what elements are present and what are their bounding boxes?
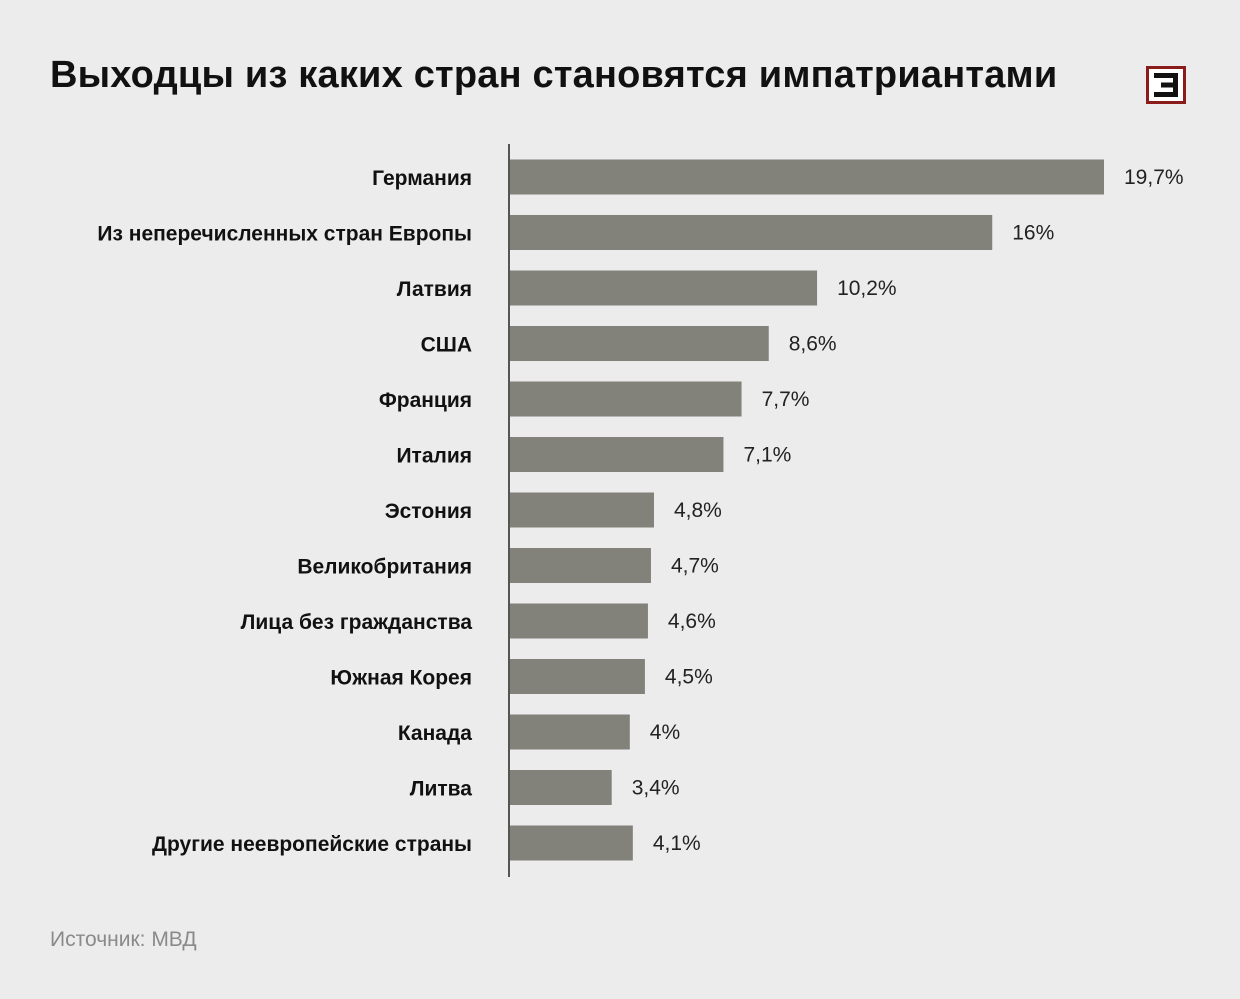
bar — [509, 714, 630, 750]
value-label: 4,5% — [665, 666, 713, 689]
category-label: Лица без гражданства — [241, 611, 473, 634]
value-label: 7,1% — [743, 444, 791, 467]
value-label: 3,4% — [632, 777, 680, 800]
value-label: 4,8% — [674, 499, 722, 522]
value-label: 4% — [650, 721, 680, 744]
bar — [509, 603, 648, 639]
bar — [509, 381, 742, 417]
bar — [509, 326, 769, 361]
category-label: США — [421, 334, 472, 357]
bar — [509, 548, 651, 583]
bar — [509, 215, 993, 250]
source-note: Источник: МВД — [50, 928, 197, 951]
category-label: Великобритания — [297, 556, 472, 579]
bar — [509, 825, 633, 861]
bar — [509, 437, 724, 472]
value-label: 4,1% — [653, 832, 701, 855]
value-label: 7,7% — [762, 388, 810, 411]
value-label: 8,6% — [789, 333, 837, 356]
value-label: 4,7% — [671, 555, 719, 578]
chart-title: Выходцы из каких стран становятся импатр… — [50, 54, 1058, 96]
category-label: Другие неевропейские страны — [152, 833, 472, 856]
category-label: Германия — [372, 167, 472, 190]
value-label: 10,2% — [837, 277, 897, 300]
value-label: 16% — [1012, 222, 1054, 245]
bar — [509, 159, 1104, 195]
category-label: Эстония — [385, 500, 472, 523]
bar — [509, 770, 612, 805]
value-label: 4,6% — [668, 610, 716, 633]
category-label: Латвия — [397, 278, 472, 301]
bar — [509, 659, 645, 694]
publisher-logo — [1146, 66, 1186, 104]
category-label: Франция — [379, 389, 472, 412]
category-label: Из неперечисленных стран Европы — [97, 223, 472, 246]
value-label: 19,7% — [1124, 166, 1184, 189]
category-label: Италия — [396, 445, 472, 468]
category-label: Южная Корея — [330, 667, 472, 690]
category-label: Литва — [410, 778, 473, 801]
bar — [509, 270, 818, 306]
bar — [509, 492, 654, 528]
category-label: Канада — [398, 722, 472, 745]
